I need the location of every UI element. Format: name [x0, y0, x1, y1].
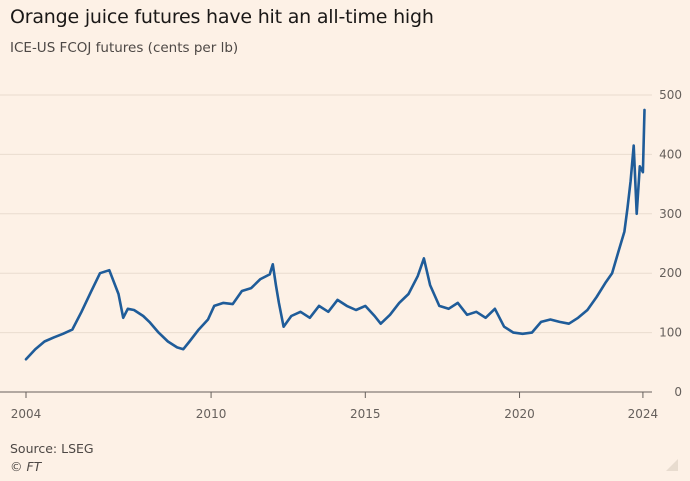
y-tick-label-100: 100 — [659, 326, 682, 340]
x-tick-label-2004: 2004 — [11, 407, 42, 421]
x-tick-label-2015: 2015 — [350, 407, 381, 421]
y-tick-label-500: 500 — [659, 88, 682, 102]
y-tick-label-300: 300 — [659, 207, 682, 221]
series-lines — [24, 108, 646, 361]
chart-subtitle: ICE-US FCOJ futures (cents per lb) — [10, 40, 239, 56]
line-chart: 0 100 200 300 400 500 2004 2010 2015 2020 2024 — [0, 88, 682, 421]
series-line-0 — [24, 108, 646, 361]
y-tick-label-200: 200 — [659, 266, 682, 280]
y-tick-label-0: 0 — [674, 385, 682, 399]
corner-fold-icon — [666, 459, 678, 471]
x-axis-ticks: 2004 2010 2015 2020 2024 — [11, 392, 658, 421]
gridlines — [0, 94, 652, 393]
ft-credit: © FT — [10, 459, 42, 474]
y-tick-label-400: 400 — [659, 147, 682, 161]
y-axis-ticks: 0 100 200 300 400 500 — [659, 88, 682, 399]
x-tick-label-2020: 2020 — [504, 407, 535, 421]
chart-title: Orange juice futures have hit an all-tim… — [10, 6, 434, 28]
x-tick-label-2010: 2010 — [196, 407, 227, 421]
x-tick-label-2024: 2024 — [628, 407, 659, 421]
source-note: Source: LSEG — [10, 441, 94, 456]
